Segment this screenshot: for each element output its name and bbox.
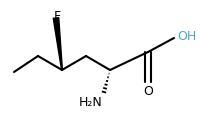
Text: H₂N: H₂N bbox=[78, 96, 102, 109]
Text: O: O bbox=[143, 85, 153, 98]
Text: OH: OH bbox=[177, 30, 196, 43]
Text: F: F bbox=[53, 10, 61, 23]
Polygon shape bbox=[53, 18, 62, 70]
